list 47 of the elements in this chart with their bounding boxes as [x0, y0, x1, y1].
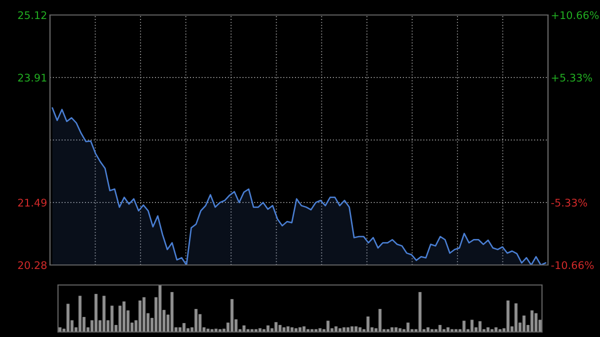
bar	[470, 320, 474, 332]
bar	[78, 296, 82, 332]
bar	[274, 322, 278, 332]
bar	[266, 325, 270, 332]
bar	[142, 297, 146, 332]
y-tick-label: 23.91	[18, 74, 46, 82]
y2-tick-label: -5.33%	[551, 198, 588, 207]
y2-tick-label: -10.66%	[551, 261, 594, 270]
bar	[258, 328, 262, 332]
bar	[278, 324, 282, 332]
bar	[378, 308, 382, 332]
bar	[406, 322, 410, 332]
y-tick-label: 20.28	[18, 261, 47, 270]
bar	[522, 316, 526, 332]
bar	[418, 292, 422, 332]
y2-tick-label: +5.33%	[552, 74, 592, 82]
bar	[534, 313, 538, 332]
bar	[530, 310, 534, 332]
bar	[110, 306, 114, 332]
bar	[318, 328, 322, 332]
bar	[206, 328, 210, 332]
bar	[438, 324, 442, 332]
bar	[158, 285, 162, 332]
bar	[242, 325, 246, 332]
bar	[366, 316, 370, 332]
bar	[326, 320, 330, 332]
bar	[506, 300, 510, 332]
bar	[462, 320, 466, 332]
y-tick-label: 25.12	[18, 11, 46, 20]
bar	[338, 328, 342, 332]
bar	[514, 303, 518, 332]
bar	[214, 328, 218, 332]
bar	[94, 294, 98, 332]
bar	[118, 306, 122, 332]
bar	[66, 304, 70, 332]
y-tick-label: 21.49	[18, 198, 46, 207]
bar	[294, 328, 298, 332]
bar	[194, 308, 198, 332]
bar	[102, 296, 106, 332]
bar	[478, 321, 482, 332]
bar	[122, 301, 126, 332]
bar	[398, 328, 402, 332]
bar	[170, 292, 174, 332]
bar	[230, 299, 234, 332]
y2-tick-label: +10.66%	[552, 11, 599, 20]
bar	[182, 323, 186, 332]
bar	[138, 300, 142, 332]
